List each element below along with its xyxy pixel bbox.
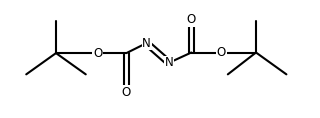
Text: O: O — [122, 86, 131, 99]
Text: N: N — [164, 56, 173, 69]
Text: O: O — [217, 46, 226, 59]
Text: O: O — [93, 47, 102, 60]
Text: N: N — [142, 37, 151, 50]
Text: O: O — [187, 13, 196, 26]
